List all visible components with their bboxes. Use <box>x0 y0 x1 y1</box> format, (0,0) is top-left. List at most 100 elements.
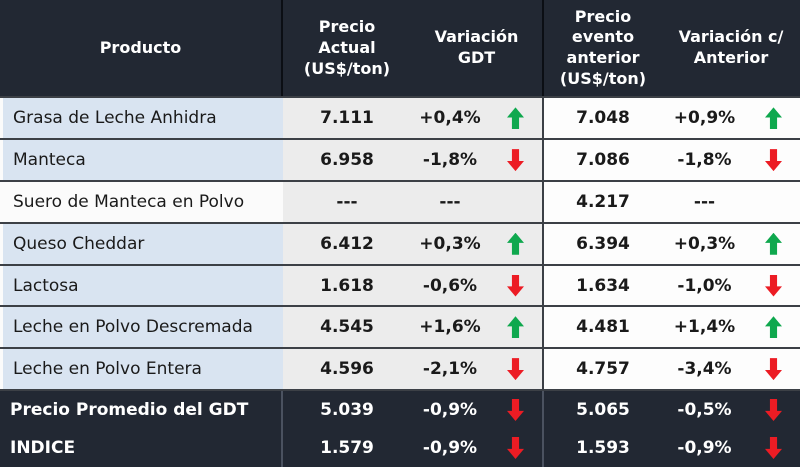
variacion-anterior-arrow-cell <box>747 391 800 429</box>
variacion-anterior-arrow-cell <box>747 429 800 467</box>
product-name: Leche en Polvo Entera <box>13 359 202 380</box>
header-variacion-anterior-label: Variación c/ Anterior <box>678 27 784 68</box>
precio-actual-value: 1.579 <box>320 437 374 458</box>
header-variacion-gdt-label: Variación GDT <box>434 27 519 68</box>
trend-arrow-icon <box>507 436 524 459</box>
current-section: 4.545 +1,6% <box>283 307 542 348</box>
header-precio-actual-label: Precio Actual (US$/ton) <box>303 17 391 78</box>
trend-arrow-icon <box>765 358 782 381</box>
precio-actual-value: 4.545 <box>320 317 374 338</box>
table-row: Leche en Polvo Entera 4.596 -2,1% 4.757 … <box>0 347 800 389</box>
current-section: 6.412 +0,3% <box>283 223 542 264</box>
product-name: Leche en Polvo Descremada <box>13 317 253 338</box>
variacion-anterior-arrow-cell <box>747 140 800 180</box>
previous-section: 1.593 -0,9% <box>542 428 800 467</box>
product-name: Grasa de Leche Anhidra <box>13 108 217 129</box>
previous-section: 7.086 -1,8% <box>542 140 800 181</box>
product-cell: Lactosa <box>0 265 283 306</box>
trend-arrow-icon <box>765 107 782 130</box>
product-cell: Manteca <box>0 140 283 181</box>
variacion-gdt-arrow-cell <box>489 266 542 306</box>
variacion-gdt-arrow-cell <box>489 349 542 389</box>
previous-section: 7.048 +0,9% <box>542 98 800 139</box>
variacion-anterior-value: +0,3% <box>673 233 736 254</box>
previous-section: 6.394 +0,3% <box>542 223 800 264</box>
previous-section: 5.065 -0,5% <box>542 390 800 429</box>
precio-anterior-value: 4.757 <box>576 359 630 380</box>
precio-actual-value: 7.111 <box>320 108 374 129</box>
previous-section: 1.634 -1,0% <box>542 265 800 306</box>
precio-actual-value: 5.039 <box>320 399 374 420</box>
variacion-anterior-value: -0,5% <box>677 399 732 420</box>
table-row: Manteca 6.958 -1,8% 7.086 -1,8% <box>0 138 800 181</box>
current-section: 5.039 -0,9% <box>283 391 542 429</box>
product-cell: Queso Cheddar <box>0 223 283 264</box>
precio-anterior-value: 7.086 <box>576 150 630 171</box>
current-section: 1.579 -0,9% <box>283 429 542 467</box>
header-current-section: Precio Actual (US$/ton) Variación GDT <box>283 0 542 96</box>
trend-arrow-icon <box>507 107 524 130</box>
variacion-anterior-value: -3,4% <box>677 359 732 380</box>
header-producto-label: Producto <box>99 37 182 57</box>
variacion-gdt-value: -0,6% <box>422 275 478 296</box>
variacion-anterior-value: -1,0% <box>677 275 732 296</box>
variacion-anterior-value: +0,9% <box>673 108 736 129</box>
current-section: 7.111 +0,4% <box>283 98 542 139</box>
variacion-anterior-arrow-cell <box>747 182 800 222</box>
precio-actual-value: 6.958 <box>320 150 374 171</box>
variacion-gdt-value: -0,9% <box>422 399 478 420</box>
table-row: Queso Cheddar 6.412 +0,3% 6.394 +0,3% <box>0 221 800 264</box>
previous-section: 4.757 -3,4% <box>542 349 800 389</box>
current-section: 6.958 -1,8% <box>283 140 542 181</box>
precio-anterior-value: 6.394 <box>576 233 630 254</box>
variacion-anterior-arrow-cell <box>747 98 800 138</box>
precio-anterior-value: 7.048 <box>576 108 630 129</box>
trend-arrow-icon <box>765 398 782 421</box>
trend-arrow-icon <box>507 149 524 172</box>
variacion-gdt-arrow-cell <box>489 429 542 467</box>
table-row: Suero de Manteca en Polvo --- --- 4.217 … <box>0 180 800 222</box>
variacion-gdt-value: --- <box>439 191 461 212</box>
variacion-anterior-value: --- <box>693 191 716 212</box>
header-precio-actual: Precio Actual (US$/ton) <box>283 0 411 96</box>
precio-anterior-value: 1.593 <box>576 437 630 458</box>
trend-arrow-icon <box>765 436 782 459</box>
variacion-gdt-arrow-cell <box>489 182 542 222</box>
trend-arrow-icon <box>765 149 782 172</box>
header-producto: Producto <box>0 0 283 97</box>
product-cell: INDICE <box>0 428 283 467</box>
precio-anterior-value: 4.217 <box>576 191 630 212</box>
table-header: Producto Precio Actual (US$/ton) Variaci… <box>0 0 800 97</box>
previous-section: 4.481 +1,4% <box>542 307 800 348</box>
table-row: Leche en Polvo Descremada 4.545 +1,6% 4.… <box>0 305 800 348</box>
table-footer: Precio Promedio del GDT 5.039 -0,9% 5.06… <box>0 388 800 467</box>
table-row: Lactosa 1.618 -0,6% 1.634 -1,0% <box>0 263 800 306</box>
variacion-anterior-arrow-cell <box>747 224 800 264</box>
product-name: INDICE <box>10 437 76 458</box>
variacion-gdt-value: -1,8% <box>422 150 478 171</box>
trend-arrow-icon <box>507 274 524 297</box>
variacion-gdt-arrow-cell <box>489 140 542 180</box>
product-name: Precio Promedio del GDT <box>10 399 249 420</box>
variacion-gdt-value: -0,9% <box>422 437 478 458</box>
trend-arrow-icon <box>765 316 782 339</box>
header-precio-anterior: Precio evento anterior (US$/ton) <box>544 0 662 96</box>
trend-arrow-icon <box>765 274 782 297</box>
product-name: Queso Cheddar <box>13 233 145 254</box>
precio-anterior-value: 5.065 <box>576 399 630 420</box>
product-cell: Grasa de Leche Anhidra <box>0 98 283 139</box>
summary-row-indice: INDICE 1.579 -0,9% 1.593 -0,9% <box>0 428 800 467</box>
trend-arrow-icon <box>507 398 524 421</box>
variacion-gdt-value: -2,1% <box>422 359 478 380</box>
precio-anterior-value: 1.634 <box>576 275 630 296</box>
precio-actual-value: --- <box>336 191 358 212</box>
trend-arrow-icon <box>507 232 524 255</box>
variacion-gdt-value: +0,3% <box>419 233 481 254</box>
product-name: Suero de Manteca en Polvo <box>13 191 245 212</box>
variacion-anterior-value: -0,9% <box>677 437 732 458</box>
header-variacion-gdt: Variación GDT <box>411 0 542 96</box>
header-previous-section: Precio evento anterior (US$/ton) Variaci… <box>542 0 800 97</box>
summary-row-promedio: Precio Promedio del GDT 5.039 -0,9% 5.06… <box>0 390 800 429</box>
variacion-gdt-value: +1,6% <box>419 317 481 338</box>
